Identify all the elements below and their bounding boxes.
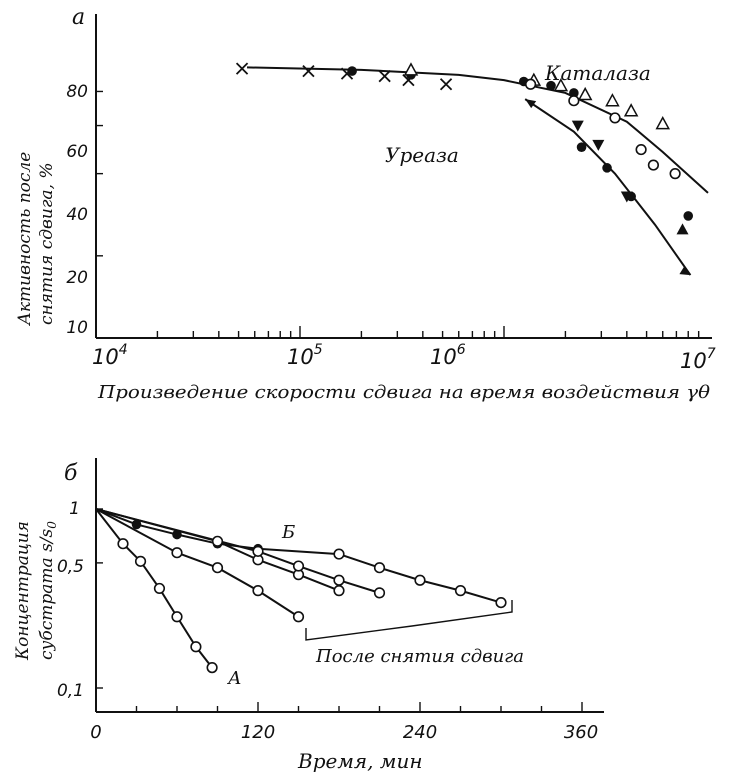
- panel-b-y-label-line1: Концентрация: [13, 521, 33, 661]
- open-circle-point: [568, 95, 580, 107]
- panel-a-x-label: Произведение скорости сдвига на время во…: [97, 382, 710, 403]
- open-circle-point: [495, 596, 507, 609]
- panel-b-label: б: [64, 461, 78, 486]
- cross-point: [378, 70, 391, 83]
- open-triangle-point: [403, 62, 419, 76]
- panel-a-y-label-line1: Активность после: [15, 152, 35, 326]
- filled-circle-point: [347, 66, 357, 76]
- cross-point: [439, 78, 453, 91]
- panel-a-curves: [247, 66, 709, 276]
- panel-a: а 104 105 106 107 10 20 40 60 80 Активно…: [15, 5, 716, 403]
- panel-a-label: а: [72, 5, 85, 30]
- filled-circle-point: [576, 142, 587, 152]
- open-circle-point: [117, 538, 129, 550]
- open-circle-point: [252, 585, 264, 597]
- panel-a-ticks: [95, 90, 700, 338]
- open-circle-point: [292, 560, 305, 572]
- x-tick-label: 0: [90, 722, 101, 743]
- filled-circle-point: [683, 211, 694, 221]
- urease-arrowhead-start: [525, 99, 537, 109]
- series-line-0: [95, 508, 340, 556]
- open-circle-point: [454, 585, 467, 597]
- open-circle-point: [190, 641, 202, 653]
- filled-circle-point: [131, 519, 142, 530]
- panel-b-x-label: Время, мин: [297, 749, 423, 773]
- x-tick-label: 360: [564, 722, 598, 743]
- y-tick-label: 10: [66, 318, 88, 338]
- open-circle-point: [252, 545, 264, 557]
- filled-up-triangle-point: [676, 223, 689, 235]
- open-triangle-point: [577, 86, 593, 101]
- annotation-after-shear: После снятия сдвига: [315, 646, 524, 667]
- panel-a-y-tick-labels: 10 20 40 60 80: [66, 82, 88, 338]
- panel-b: б 0 120 240 360 0,1 0,5 1 Концентрация с…: [13, 458, 604, 773]
- open-circle-point: [647, 159, 660, 171]
- catalase-fit-curve: [247, 66, 709, 194]
- open-circle-point: [206, 662, 218, 674]
- open-circle-point: [292, 611, 305, 623]
- y-tick-label: 0,5: [57, 557, 84, 577]
- filled-down-triangle-point: [620, 191, 633, 203]
- x-tick-label: 104: [92, 342, 128, 369]
- x-tick-label: 107: [680, 346, 716, 373]
- filled-circle-point: [569, 88, 579, 98]
- y-tick-label: 40: [66, 205, 88, 225]
- open-circle-point: [333, 548, 345, 560]
- panel-b-markers: [117, 519, 507, 674]
- x-tick-label: 105: [287, 342, 323, 369]
- cross-point: [235, 62, 249, 75]
- filled-down-triangle-point: [592, 139, 605, 151]
- panel-a-x-tick-labels: 104 105 106 107: [92, 342, 716, 373]
- open-circle-point: [211, 562, 224, 574]
- open-circle-point: [373, 562, 386, 574]
- filled-down-triangle-point: [571, 120, 584, 132]
- panel-b-y-tick-labels: 0,1 0,5 1: [57, 499, 84, 701]
- open-circle-point: [333, 574, 345, 586]
- cross-point: [302, 64, 315, 78]
- x-tick-label: 120: [241, 722, 275, 743]
- panel-b-ticks: [96, 508, 583, 712]
- open-circle-point: [414, 574, 426, 586]
- after-shear-bracket: [305, 600, 513, 641]
- annotation-katalaza: Каталаза: [544, 61, 651, 85]
- open-circle-point: [211, 535, 224, 547]
- urease-fit-line: [524, 98, 692, 276]
- panel-a-y-label-line2: снятия сдвига, %: [37, 162, 57, 325]
- filled-circle-point: [602, 163, 612, 173]
- y-tick-label: 80: [66, 82, 88, 102]
- open-triangle-point: [655, 116, 671, 130]
- open-circle-point: [171, 547, 183, 559]
- open-circle-point: [373, 587, 386, 599]
- x-tick-label: 240: [403, 722, 437, 743]
- y-tick-label: 60: [66, 142, 88, 162]
- annotation-series-b: Б: [281, 522, 295, 543]
- open-circle-point: [609, 112, 621, 124]
- annotation-series-a: А: [226, 668, 242, 689]
- panel-b-x-tick-labels: 0 120 240 360: [90, 722, 598, 743]
- panel-a-markers: [235, 62, 694, 235]
- open-circle-point: [524, 78, 537, 90]
- open-circle-point: [635, 143, 647, 156]
- urease-arrowhead-end: [679, 266, 691, 276]
- open-triangle-point: [553, 78, 569, 92]
- open-circle-point: [171, 611, 183, 623]
- panel-b-y-label-line2: субстрата s/s0: [37, 521, 59, 660]
- y-tick-label: 20: [66, 268, 88, 288]
- open-circle-point: [153, 582, 166, 595]
- annotation-ureaza: Уреаза: [385, 143, 459, 167]
- open-triangle-point: [623, 103, 639, 117]
- open-circle-point: [669, 168, 681, 180]
- filled-circle-point: [172, 529, 182, 540]
- y-tick-label: 1: [69, 499, 80, 519]
- x-tick-label: 106: [430, 342, 466, 369]
- open-triangle-point: [605, 93, 620, 107]
- open-circle-point: [333, 585, 345, 597]
- y-tick-label: 0,1: [57, 681, 84, 701]
- open-circle-point: [134, 555, 147, 567]
- filled-circle-point: [546, 80, 556, 91]
